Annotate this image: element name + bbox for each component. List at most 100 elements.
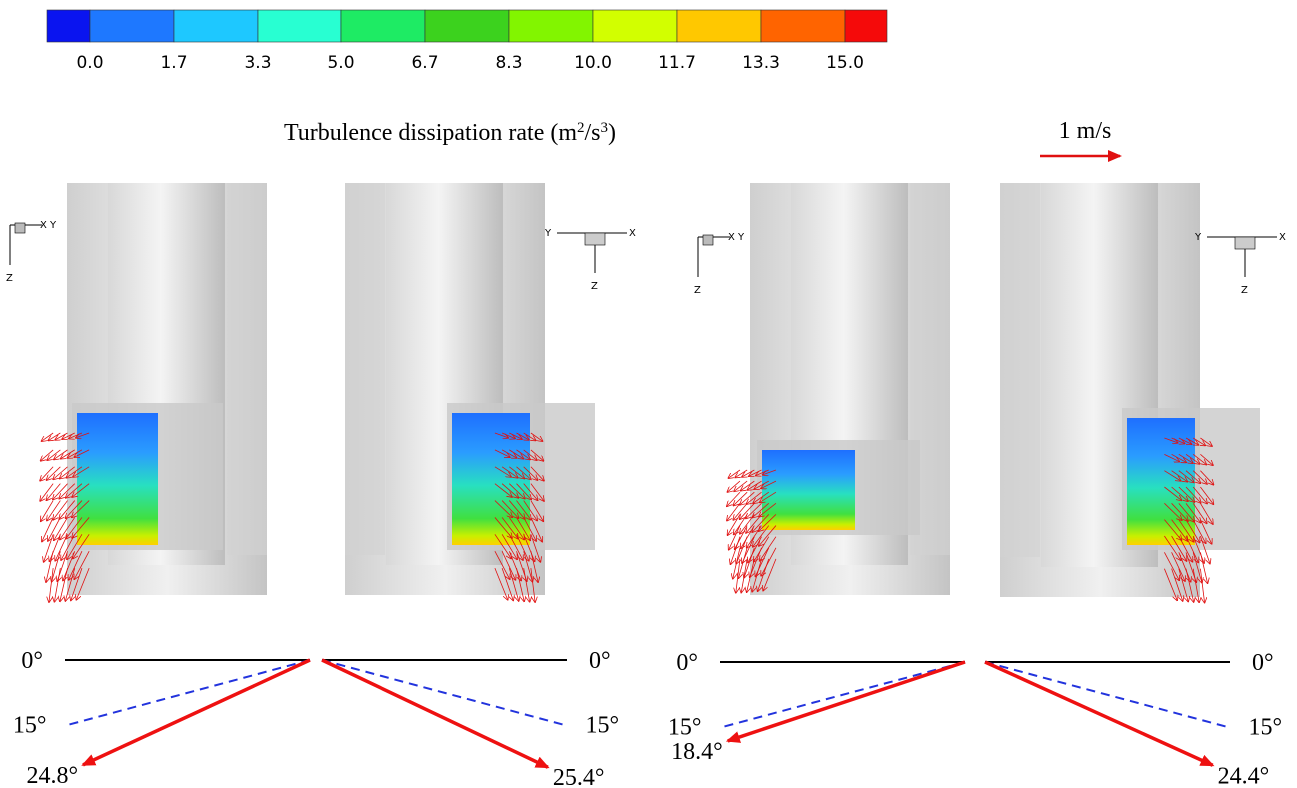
- velocity-vector: [760, 536, 777, 561]
- design-label: 15°: [585, 713, 619, 739]
- velocity-vector: [509, 432, 522, 439]
- velocity-vector: [1171, 503, 1188, 521]
- velocity-vector: [66, 500, 83, 519]
- velocity-vector: [1164, 519, 1181, 540]
- velocity-vector: [523, 466, 538, 480]
- velocity-vector: [1185, 470, 1200, 483]
- title-text: Turbulence dissipation rate (m: [284, 120, 577, 146]
- velocity-vector: [530, 500, 543, 522]
- contour-field: [77, 413, 158, 545]
- colorbar-label: 8.3: [495, 53, 522, 73]
- axis-label: X: [629, 228, 636, 239]
- axis-label: Z: [694, 285, 701, 296]
- velocity-vector: [759, 525, 777, 546]
- velocity-vector: [733, 547, 741, 579]
- reference-label: 0°: [1252, 650, 1274, 676]
- velocity-vector: [60, 517, 76, 539]
- velocity-vector: [42, 432, 54, 441]
- velocity-vector: [530, 568, 535, 602]
- velocity-vector: [501, 517, 518, 538]
- velocity-vector: [1171, 437, 1185, 443]
- axis-label: Z: [591, 281, 598, 292]
- velocity-vector: [55, 432, 68, 440]
- velocity-vector: [1200, 535, 1209, 563]
- velocity-vector: [741, 525, 755, 549]
- velocity-vector: [47, 466, 61, 480]
- triad-box: [14, 222, 26, 234]
- velocity-vector: [1171, 519, 1188, 541]
- velocity-vector: [1164, 470, 1180, 481]
- angle-diagram: 0° 15° 24.8°: [13, 648, 311, 788]
- colorbar-label: 1.7: [160, 53, 187, 73]
- fin: [1000, 183, 1040, 557]
- velocity-vector: [494, 432, 508, 438]
- velocity-vector: [494, 534, 511, 558]
- colorbar-segment: [340, 9, 426, 43]
- velocity-vector: [1178, 519, 1194, 542]
- velocity-vector: [494, 500, 512, 518]
- velocity-vector: [1185, 503, 1200, 522]
- velocity-vector: [1178, 552, 1191, 581]
- velocity-vector: [54, 517, 68, 540]
- velocity-vector: [1164, 535, 1180, 560]
- colorbar-label: 13.3: [742, 53, 780, 73]
- velocity-vector: [74, 449, 90, 457]
- colorbar: 0.0 1.7 3.3 5.0 6.7 8.3 10.0 11.7 13.3 15.0: [46, 9, 888, 73]
- velocity-vector: [523, 534, 535, 561]
- velocity-vector: [63, 551, 76, 580]
- velocity-vector: [516, 432, 529, 440]
- title: Turbulence dissipation rate (m2/s3): [284, 120, 616, 146]
- velocity-vector: [494, 466, 511, 477]
- velocity-vector: [1185, 454, 1200, 463]
- velocity-vector: [501, 551, 515, 580]
- velocity-vector: [501, 432, 515, 438]
- axis-label: X: [40, 220, 47, 231]
- axis-label: Z: [6, 273, 13, 284]
- velocity-vector: [530, 466, 544, 481]
- velocity-vector: [1178, 470, 1194, 483]
- triad-box: [702, 234, 714, 246]
- flow-panel: Y X Z: [1000, 183, 1286, 602]
- velocity-vector: [1192, 454, 1206, 464]
- triad-box: [584, 232, 606, 246]
- colorbar-segment: [508, 9, 594, 43]
- velocity-vector: [750, 547, 762, 577]
- velocity-vector: [1192, 503, 1206, 523]
- velocity-vector: [72, 517, 90, 537]
- velocity-vector: [1192, 535, 1204, 563]
- colorbar-segment: [89, 9, 175, 43]
- velocity-vector: [753, 525, 770, 547]
- velocity-vector: [46, 551, 54, 582]
- design-label: 15°: [668, 715, 702, 741]
- velocity-vector: [1171, 535, 1187, 561]
- velocity-vector: [763, 469, 777, 475]
- velocity-vector: [47, 483, 61, 500]
- velocity-vector: [752, 558, 762, 592]
- velocity-vector: [747, 558, 755, 592]
- axis-triad: X Y Z: [6, 220, 57, 284]
- velocity-vector: [1200, 437, 1211, 446]
- velocity-vector: [53, 466, 68, 479]
- velocity-vector: [727, 503, 741, 520]
- contour-field: [1127, 418, 1195, 545]
- velocity-vector: [728, 514, 741, 535]
- colorbar-segment: [844, 9, 888, 43]
- axis-triad: X Y Z: [694, 232, 745, 296]
- measured-label: 18.4°: [671, 739, 723, 765]
- velocity-vector: [1192, 519, 1205, 543]
- velocity-vector: [1178, 453, 1193, 463]
- velocity-vector: [759, 514, 777, 531]
- velocity-vector: [49, 568, 54, 602]
- velocity-vector: [516, 466, 531, 479]
- velocity-vector: [55, 534, 68, 560]
- velocity-vector: [501, 449, 516, 458]
- velocity-vector: [1185, 486, 1201, 503]
- velocity-vector: [508, 517, 524, 539]
- velocity-vector: [763, 558, 777, 591]
- velocity-vector: [494, 551, 510, 579]
- velocity-vector: [523, 483, 538, 500]
- velocity-vector: [1200, 552, 1207, 583]
- axis-label: Y: [49, 220, 57, 231]
- measured-line: [984, 660, 1215, 767]
